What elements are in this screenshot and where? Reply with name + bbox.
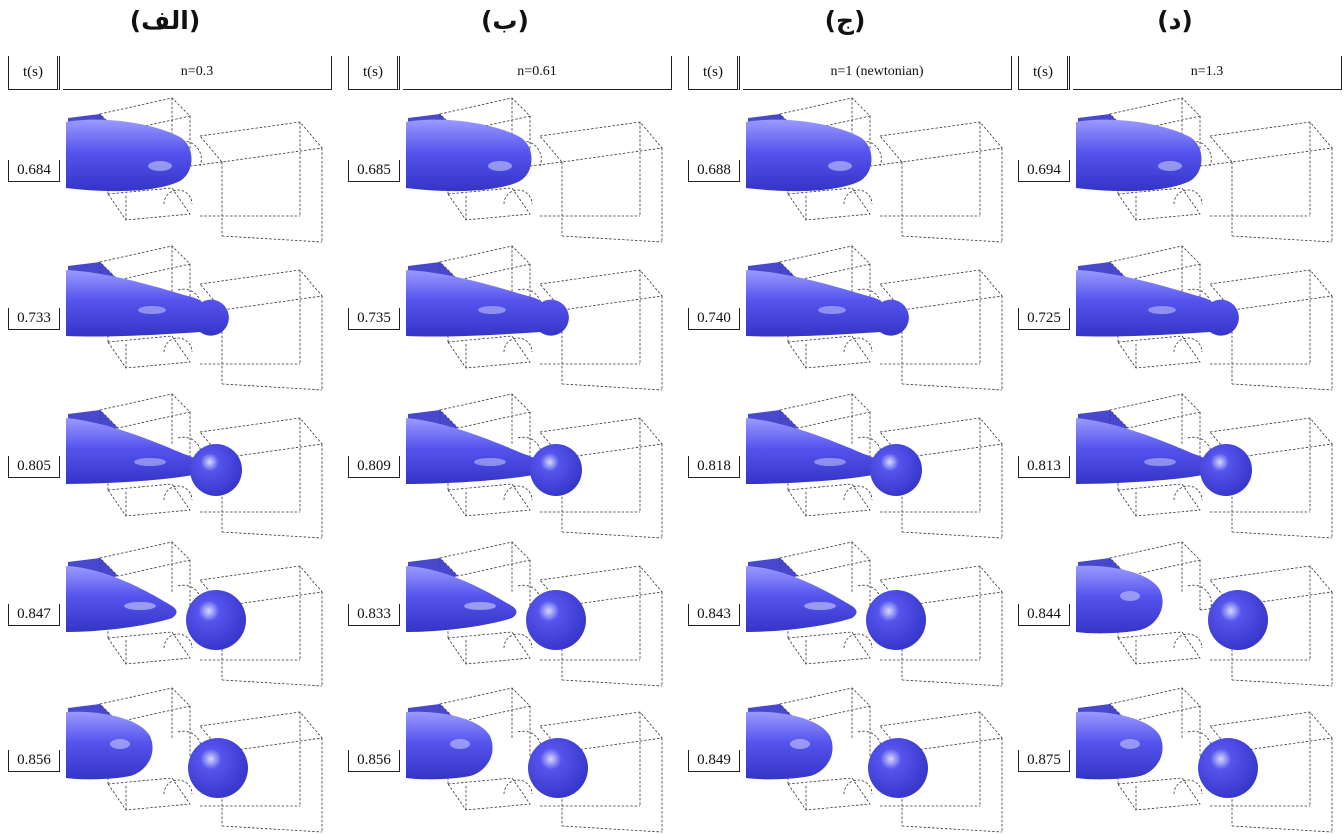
time-value: 0.818 <box>688 456 740 478</box>
panel-b: (ب) t(s) n=0.61 0.685 0.735 <box>340 0 672 834</box>
snapshot-row: 0.813 <box>1010 392 1340 540</box>
droplet-snapshot <box>406 97 663 243</box>
time-value: 0.740 <box>688 308 740 330</box>
panel-d: (د) t(s) n=1.3 0.694 0.725 <box>1010 0 1342 834</box>
table-header: t(s) n=1.3 <box>1018 56 1342 90</box>
time-value: 0.833 <box>348 604 400 626</box>
snapshot-row: 0.856 <box>0 686 330 834</box>
droplet-snapshot <box>746 245 1003 391</box>
droplet-snapshot <box>746 393 1003 539</box>
time-value: 0.694 <box>1018 160 1070 182</box>
droplet-snapshot <box>1076 97 1333 243</box>
droplet-snapshot <box>1076 541 1333 687</box>
snapshot-row: 0.740 <box>680 244 1010 392</box>
time-value: 0.847 <box>8 604 60 626</box>
snapshot-row: 0.875 <box>1010 686 1340 834</box>
time-value: 0.809 <box>348 456 400 478</box>
droplet-snapshot <box>66 687 323 833</box>
time-header: t(s) <box>1018 56 1070 90</box>
flow-index-label: n=1.3 <box>1073 56 1342 90</box>
droplet-snapshot <box>406 687 663 833</box>
droplet-snapshot <box>406 245 663 391</box>
time-value: 0.849 <box>688 750 740 772</box>
droplet-snapshot <box>406 393 663 539</box>
panel-title: (د) <box>1157 6 1193 35</box>
snapshot-row: 0.844 <box>1010 540 1340 688</box>
droplet-snapshot <box>66 245 323 391</box>
time-value: 0.875 <box>1018 750 1070 772</box>
snapshot-row: 0.735 <box>340 244 670 392</box>
time-value: 0.688 <box>688 160 740 182</box>
droplet-snapshot <box>1076 245 1333 391</box>
droplet-snapshot <box>66 97 323 243</box>
time-value: 0.843 <box>688 604 740 626</box>
flow-index-label: n=1 (newtonian) <box>743 56 1012 90</box>
time-value: 0.725 <box>1018 308 1070 330</box>
snapshot-row: 0.849 <box>680 686 1010 834</box>
snapshot-row: 0.818 <box>680 392 1010 540</box>
panel-title: (الف) <box>129 6 201 35</box>
snapshot-row: 0.685 <box>340 96 670 244</box>
time-value: 0.856 <box>8 750 60 772</box>
time-value: 0.735 <box>348 308 400 330</box>
snapshot-row: 0.805 <box>0 392 330 540</box>
table-header: t(s) n=1 (newtonian) <box>688 56 1012 90</box>
droplet-snapshot <box>66 541 323 687</box>
snapshot-row: 0.684 <box>0 96 330 244</box>
droplet-snapshot <box>66 393 323 539</box>
time-header: t(s) <box>348 56 400 90</box>
snapshot-row: 0.725 <box>1010 244 1340 392</box>
time-value: 0.813 <box>1018 456 1070 478</box>
snapshot-row: 0.688 <box>680 96 1010 244</box>
time-value: 0.805 <box>8 456 60 478</box>
droplet-snapshot <box>746 687 1003 833</box>
droplet-snapshot <box>746 541 1003 687</box>
panel-c: (ج) t(s) n=1 (newtonian) 0.688 0.740 <box>680 0 1012 834</box>
panel-title: (ب) <box>481 6 529 35</box>
flow-index-label: n=0.61 <box>403 56 672 90</box>
snapshot-row: 0.856 <box>340 686 670 834</box>
time-value: 0.856 <box>348 750 400 772</box>
snapshot-row: 0.694 <box>1010 96 1340 244</box>
flow-index-label: n=0.3 <box>63 56 332 90</box>
table-header: t(s) n=0.3 <box>8 56 332 90</box>
droplet-snapshot <box>1076 687 1333 833</box>
time-value: 0.685 <box>348 160 400 182</box>
time-value: 0.844 <box>1018 604 1070 626</box>
snapshot-row: 0.733 <box>0 244 330 392</box>
snapshot-row: 0.847 <box>0 540 330 688</box>
snapshot-row: 0.809 <box>340 392 670 540</box>
time-header: t(s) <box>8 56 60 90</box>
panel-title: (ج) <box>824 6 866 35</box>
droplet-snapshot <box>746 97 1003 243</box>
time-value: 0.733 <box>8 308 60 330</box>
snapshot-row: 0.833 <box>340 540 670 688</box>
time-value: 0.684 <box>8 160 60 182</box>
panel-a: (الف) t(s) n=0.3 0.684 0.733 <box>0 0 332 834</box>
droplet-snapshot <box>1076 393 1333 539</box>
table-header: t(s) n=0.61 <box>348 56 672 90</box>
snapshot-row: 0.843 <box>680 540 1010 688</box>
droplet-snapshot <box>406 541 663 687</box>
time-header: t(s) <box>688 56 740 90</box>
